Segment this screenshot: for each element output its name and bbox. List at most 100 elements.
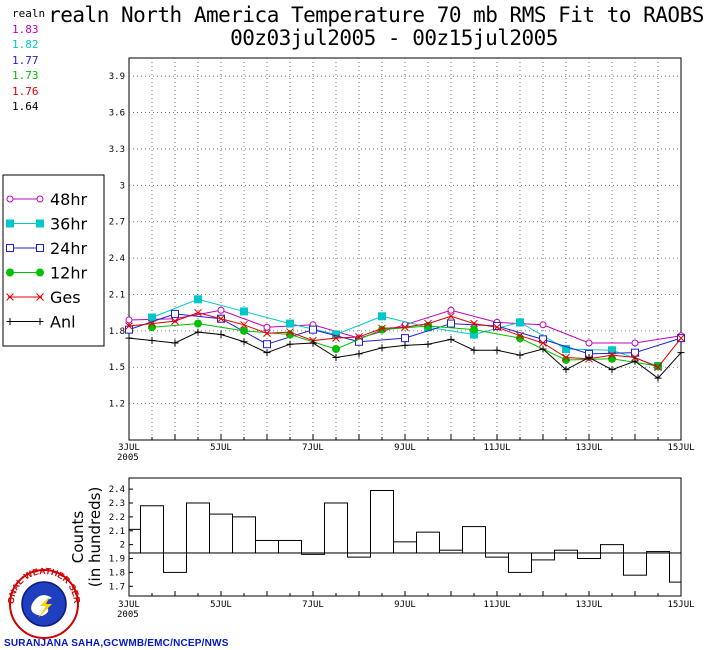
stats-value-ges: 1.76 (12, 84, 39, 98)
data-point-anl (355, 350, 363, 358)
y-tick-label: 1.5 (109, 363, 125, 373)
x-tick-label: 15JUL (667, 443, 694, 453)
stats-label: realn (12, 7, 46, 20)
data-point-12hr (240, 326, 248, 335)
data-point-24hr (631, 348, 639, 357)
data-point-ges (424, 319, 432, 328)
bar-y-tick-label: 1.9 (109, 555, 125, 565)
stats-value-anl: 1.64 (12, 100, 39, 113)
data-point-anl (424, 340, 432, 348)
x-tick-label: 13JUL (575, 443, 602, 453)
y-tick-label: 1.2 (109, 400, 125, 410)
data-point-48hr (263, 323, 271, 331)
count-bar (186, 502, 210, 554)
count-bar (163, 552, 187, 573)
data-point-12hr (470, 325, 478, 334)
bar-x-tick-label: 9JUL (394, 600, 416, 610)
data-point-anl (194, 328, 202, 336)
series-anl (125, 328, 685, 382)
data-point-24hr (171, 309, 179, 318)
data-point-anl (516, 351, 524, 359)
legend-marker (36, 219, 44, 228)
bar-x-tick-label: 2005 (117, 610, 139, 620)
data-point-12hr (148, 323, 156, 332)
x-tick-label: 5JUL (210, 443, 232, 453)
data-point-anl (263, 349, 271, 357)
bar-plot-frame (128, 477, 682, 597)
bar-y-tick-label: 1.8 (109, 568, 125, 578)
data-point-anl (125, 334, 133, 342)
bar-x-tick-label: 7JUL (302, 600, 324, 610)
data-point-ges (654, 363, 662, 372)
bar-x-tick-label: 13JUL (575, 600, 602, 610)
data-point-anl (401, 341, 409, 349)
data-point-ges (562, 353, 570, 362)
count-bar (278, 539, 302, 554)
data-point-anl (608, 366, 616, 374)
count-bar (255, 539, 279, 554)
data-point-12hr (194, 319, 202, 328)
bar-y-axis-label: Counts (69, 511, 87, 564)
data-point-ges (263, 329, 271, 338)
count-bar (209, 513, 233, 554)
data-point-ges (378, 324, 386, 333)
legend-marker (36, 195, 44, 203)
bar-y-tick-label: 2.2 (109, 513, 125, 523)
count-bar (508, 552, 532, 573)
bar-y-tick-label: 1.7 (109, 582, 125, 592)
data-point-36hr (470, 330, 478, 339)
bar-x-tick-label: 15JUL (667, 600, 694, 610)
legend-label: 12hr (50, 264, 88, 283)
rms-stats-list: realn 1.83 1.82 1.77 1.73 1.76 1.64 (12, 6, 45, 115)
data-point-ges (148, 319, 156, 328)
data-point-24hr (125, 325, 133, 334)
x-tick-label: 3JUL (118, 443, 140, 453)
legend-box (2, 174, 105, 347)
data-point-36hr (332, 330, 340, 339)
count-bar (462, 526, 486, 554)
legend-label: 36hr (50, 215, 88, 234)
data-point-36hr (148, 313, 156, 322)
legend-label: 24hr (50, 239, 88, 258)
data-point-36hr (240, 307, 248, 316)
data-point-36hr (378, 312, 386, 321)
y-tick-label: 1.8 (109, 327, 125, 337)
legend-marker (36, 268, 44, 277)
data-point-ges (171, 317, 179, 326)
bar-x-tick-label: 11JUL (483, 600, 510, 610)
author-credit: SURANJANA SAHA,GCWMB/EMC/NCEP/NWS (4, 638, 229, 649)
series-line-36hr (151, 298, 659, 367)
data-point-anl (631, 357, 639, 365)
data-point-anl (378, 344, 386, 352)
stats-value-36hr: 1.82 (12, 38, 39, 51)
bar-y-tick-label: 2.1 (109, 527, 125, 537)
count-bar (577, 552, 601, 560)
legend-label: 48hr (50, 190, 88, 209)
legend-marker (6, 244, 14, 252)
count-bar (416, 531, 440, 554)
data-point-anl (171, 339, 179, 347)
data-point-24hr (263, 340, 271, 349)
data-point-ges (332, 334, 340, 342)
data-point-24hr (493, 322, 501, 331)
data-point-anl (447, 335, 455, 343)
legend-marker (36, 244, 44, 252)
legend-marker (6, 219, 14, 228)
data-point-anl (493, 346, 501, 354)
legend-marker (6, 268, 14, 277)
data-point-ges (631, 353, 639, 362)
data-point-36hr (608, 346, 616, 355)
data-point-48hr (539, 321, 547, 329)
legend-marker (6, 318, 14, 325)
data-point-36hr (286, 319, 294, 328)
count-bar (485, 552, 509, 558)
data-point-anl (148, 337, 156, 345)
count-bar (324, 502, 348, 554)
data-point-anl (585, 354, 593, 362)
legend-label: Anl (50, 313, 76, 332)
bar-y-axis-label: (in hundreds) (86, 487, 104, 588)
legend-marker (6, 293, 14, 301)
data-point-anl (286, 340, 294, 348)
data-point-36hr (562, 345, 570, 354)
